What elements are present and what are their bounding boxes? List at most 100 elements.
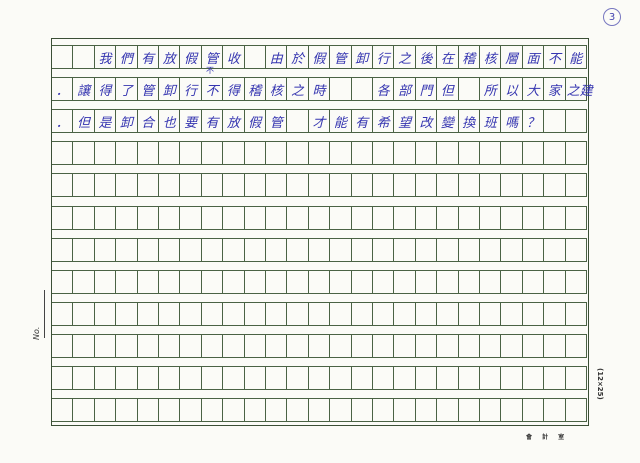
grid-cell — [52, 398, 74, 423]
grid-cell — [266, 398, 288, 423]
grid-cell — [159, 141, 181, 166]
grid-cell — [330, 173, 352, 198]
grid-cell — [480, 141, 502, 166]
grid-cell — [52, 237, 74, 262]
handwritten-character: 門 — [415, 77, 438, 102]
grid-cell — [480, 269, 502, 294]
grid-cell — [287, 141, 309, 166]
grid-cell — [180, 333, 202, 358]
grid-cell — [373, 366, 395, 390]
grid-cell — [73, 333, 95, 358]
grid-cell — [266, 366, 288, 390]
grid-cell — [330, 333, 352, 358]
grid-cell — [180, 141, 202, 166]
grid-cell — [308, 398, 331, 423]
grid-cell — [308, 301, 331, 326]
grid-cell — [522, 398, 545, 423]
handwritten-character: 能 — [330, 109, 352, 134]
grid-cell — [137, 366, 159, 390]
handwritten-character: 嗎 — [501, 109, 523, 134]
grid-cell — [458, 366, 480, 390]
grid-cell — [565, 333, 587, 358]
handwritten-character: 們 — [116, 45, 138, 69]
grid-cell — [373, 269, 395, 294]
grid-cell — [52, 333, 74, 358]
handwritten-character: 班 — [480, 109, 502, 134]
grid-cell — [244, 398, 266, 423]
grid-cell — [287, 333, 309, 358]
handwritten-character: 有 — [351, 109, 373, 134]
grid-cell — [501, 237, 523, 262]
handwritten-character: ． — [52, 109, 74, 134]
grid-cell — [159, 366, 181, 390]
handwritten-character: 於 — [287, 45, 309, 69]
grid-cell — [544, 205, 566, 230]
grid-cell — [73, 141, 95, 166]
grid-cell — [137, 205, 159, 230]
grid-cell — [287, 301, 309, 326]
handwritten-character: 所 — [480, 77, 502, 102]
grid-cell — [201, 237, 224, 262]
handwritten-character: ？ — [522, 109, 545, 134]
grid-cell — [480, 333, 502, 358]
handwritten-character: 假 — [180, 45, 202, 69]
insertion-mark: 不 — [206, 66, 214, 75]
footer-mark: 會 計 室 — [526, 434, 569, 441]
grid-cell — [415, 205, 438, 230]
grid-cell — [94, 269, 117, 294]
grid-cell — [437, 301, 459, 326]
handwritten-character: 才 — [308, 109, 331, 134]
grid-cell — [415, 301, 438, 326]
grid-cell — [116, 205, 138, 230]
grid-cell — [351, 237, 373, 262]
grid-cell — [373, 141, 395, 166]
handwritten-character: 能 — [565, 45, 587, 69]
grid-cell — [544, 301, 566, 326]
handwritten-character: 時 — [308, 77, 331, 102]
handwritten-character: 稽 — [458, 45, 480, 69]
grid-cell — [94, 398, 117, 423]
manuscript-grid: 我們有放假管收由於假管卸行之後在稽核層面不能．讓得了管卸行不得稽核之時各部門但所… — [51, 38, 593, 426]
grid-cell — [180, 173, 202, 198]
grid-cell — [308, 269, 331, 294]
grid-cell — [458, 173, 480, 198]
grid-cell — [480, 205, 502, 230]
grid-cell — [287, 398, 309, 423]
grid-cell — [522, 141, 545, 166]
grid-cell — [330, 301, 352, 326]
grid-cell — [94, 333, 117, 358]
grid-cell — [73, 398, 95, 423]
grid-cell — [415, 366, 438, 390]
grid-cell — [501, 141, 523, 166]
grid-cell — [565, 398, 587, 423]
grid-cell — [330, 398, 352, 423]
grid-cell — [116, 173, 138, 198]
grid-cell — [330, 205, 352, 230]
grid-cell — [308, 173, 331, 198]
grid-cell — [52, 141, 74, 166]
handwritten-character: 希 — [373, 109, 395, 134]
grid-cell — [52, 301, 74, 326]
grid-cell — [52, 173, 74, 198]
grid-cell — [159, 205, 181, 230]
grid-cell — [116, 398, 138, 423]
grid-cell — [415, 141, 438, 166]
grid-cell — [394, 173, 416, 198]
handwritten-character: 要 — [180, 109, 202, 134]
grid-cell — [223, 269, 245, 294]
handwritten-character: 層 — [501, 45, 523, 69]
grid-cell — [565, 205, 587, 230]
grid-cell — [308, 333, 331, 358]
grid-cell — [565, 301, 587, 326]
grid-cell — [373, 173, 395, 198]
grid-cell — [266, 269, 288, 294]
grid-cell — [94, 301, 117, 326]
grid-cell — [351, 77, 373, 102]
grid-cell — [159, 398, 181, 423]
grid-cell — [116, 141, 138, 166]
handwritten-character: 假 — [308, 45, 331, 69]
grid-cell — [330, 237, 352, 262]
grid-cell — [565, 173, 587, 198]
grid-cell — [201, 398, 224, 423]
handwritten-character: 卸 — [351, 45, 373, 69]
